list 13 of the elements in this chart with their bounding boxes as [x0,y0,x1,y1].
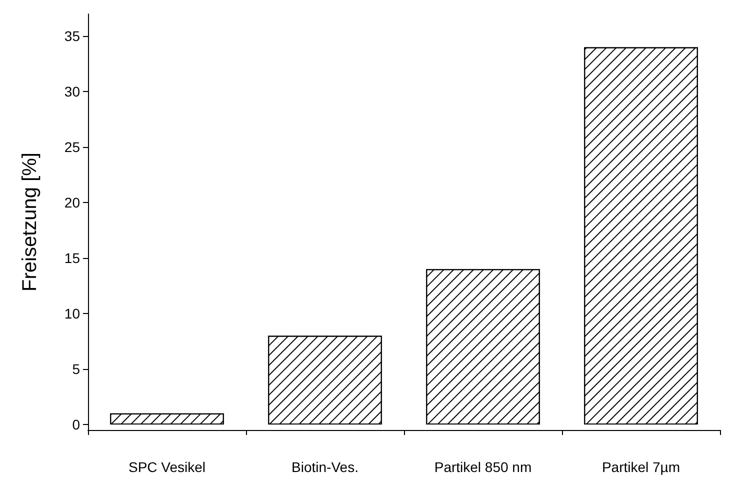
x-tick-label: Partikel 7µm [602,459,680,475]
y-tick-label: 20 [64,194,80,211]
x-tick-label: SPC Vesikel [128,459,206,475]
y-tick-label: 15 [64,250,80,266]
y-tick-label: 35 [64,28,80,44]
x-tick-label: Partikel 850 nm [434,459,532,475]
y-axis-title: Freisetzung [%] [19,152,41,292]
y-tick-label: 25 [64,139,80,156]
y-tick-label: 30 [64,84,80,100]
x-tick-label: Biotin-Ves. [292,459,358,475]
y-tick-label: 10 [64,306,80,322]
y-tick-label: 5 [72,360,80,377]
y-tick-label: 0 [72,416,80,432]
